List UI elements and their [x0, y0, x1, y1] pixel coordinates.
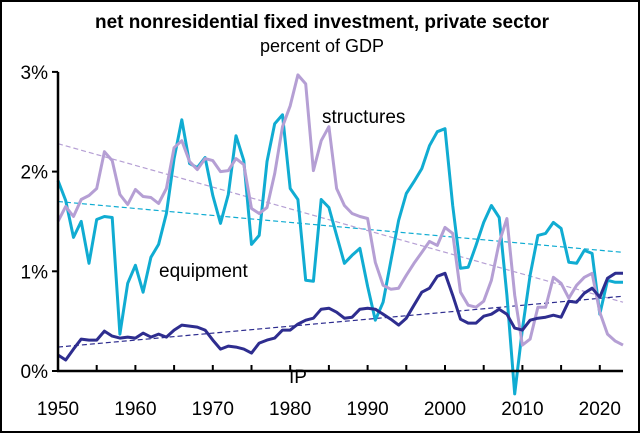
trend-line-equipment	[57, 200, 624, 253]
y-tick-label: 3%	[21, 63, 49, 84]
series-line-equipment	[56, 113, 623, 396]
series-line-structures	[56, 73, 624, 347]
y-tick-label: 0%	[21, 362, 49, 383]
x-tick-label: 1960	[114, 399, 156, 420]
label-equipment: equipment	[159, 261, 248, 282]
x-tick-label: 2020	[579, 399, 621, 420]
trend-line-structures	[57, 143, 624, 303]
x-tick-label: 2010	[501, 399, 543, 420]
chart-title: net nonresidential fixed investment, pri…	[95, 12, 550, 33]
series-line-ip	[57, 271, 623, 362]
x-tick-label: 1980	[269, 399, 311, 420]
x-tick-label: 1970	[192, 399, 234, 420]
y-tick-label: 2%	[21, 163, 49, 184]
y-tick-label: 1%	[21, 262, 49, 283]
trend-line-ip	[57, 295, 624, 348]
chart-subtitle: percent of GDP	[260, 36, 384, 56]
x-tick-label: 1990	[346, 399, 388, 420]
x-tick-label: 2000	[424, 399, 466, 420]
label-structures: structures	[322, 107, 405, 128]
label-ip: IP	[289, 367, 307, 388]
x-tick-label: 1950	[37, 399, 79, 420]
